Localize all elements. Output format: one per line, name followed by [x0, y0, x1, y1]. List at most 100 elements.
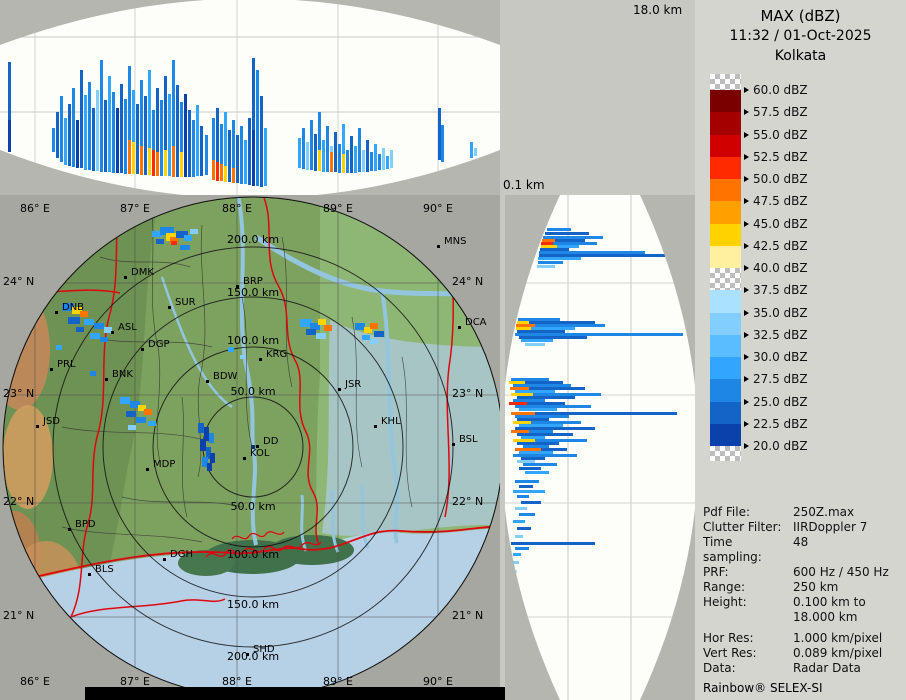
echo-bar: [184, 94, 187, 177]
legend-color-block: [710, 268, 741, 291]
echo-bar: [180, 152, 183, 177]
city-label: SHD: [253, 644, 275, 655]
map-echoes: [0, 195, 500, 700]
echo-bar: [100, 60, 103, 172]
product-title: MAX (dBZ): [760, 7, 841, 25]
echo-cell: [160, 227, 174, 235]
echo-cell: [90, 371, 96, 376]
city-label: MDP: [153, 459, 176, 470]
city-label: DCA: [465, 317, 487, 328]
echo-cell: [104, 327, 112, 333]
echo-bar: [224, 166, 227, 182]
echo-cell: [240, 355, 245, 359]
echo-bar: [342, 124, 345, 154]
echo-bar: [510, 387, 529, 390]
echo-cell: [374, 331, 384, 337]
echo-bar: [386, 156, 389, 169]
top-panel-gridlines: [0, 0, 500, 195]
echo-bar: [541, 448, 567, 451]
legend-color-block: [710, 90, 741, 113]
echo-bar: [362, 150, 365, 172]
echo-cell: [144, 409, 152, 415]
echo-cell: [148, 421, 156, 426]
city-label: DNB: [62, 302, 85, 313]
legend-tick-label: 27.5 dBZ: [744, 371, 808, 387]
legend-tick-arrow-icon: [744, 87, 749, 93]
echo-cell: [68, 317, 80, 324]
software-name: Rainbow® SELEX-SI: [703, 681, 823, 695]
echo-bar: [525, 381, 563, 384]
echo-cell: [184, 235, 192, 241]
echo-bar: [517, 495, 529, 498]
echo-bar: [515, 427, 595, 430]
echo-cell: [316, 333, 326, 339]
metadata-row: Pdf File: 250Z.max: [703, 505, 901, 520]
echo-cell: [56, 345, 62, 350]
city-marker: [168, 306, 171, 309]
legend-tick-text: 47.5 dBZ: [753, 194, 808, 209]
metadata-value: 250 km: [793, 580, 839, 594]
lon-label: 90° E: [423, 202, 453, 215]
echo-cell: [176, 231, 188, 238]
station-name: Kolkata: [774, 48, 827, 64]
legend-color-block: [710, 312, 741, 335]
city-label: PRL: [57, 359, 76, 370]
echo-bar: [509, 381, 525, 384]
vertical-projection-ns-panel: [505, 195, 695, 700]
echo-bar: [156, 88, 159, 152]
legend-tick-arrow-icon: [744, 331, 749, 338]
map-bottom-bar: [85, 687, 505, 700]
radar-site-marker: [251, 445, 255, 449]
top-panel-echoes: [0, 0, 500, 195]
legend-color-block: [710, 156, 741, 179]
echo-bar: [120, 84, 123, 173]
legend-color-block: [710, 112, 741, 135]
echo-bar: [232, 120, 235, 168]
echo-bar: [513, 454, 577, 457]
legend-color-block: [710, 245, 741, 268]
legend-tick-arrow-icon: [744, 109, 749, 116]
echo-bar: [350, 136, 353, 173]
echo-bar: [180, 102, 183, 152]
echo-bar: [519, 336, 587, 339]
district-boundaries: [61, 197, 413, 543]
city-label: BSL: [459, 434, 478, 445]
echo-bar: [148, 70, 151, 148]
echo-bar: [513, 553, 521, 556]
echo-cell: [198, 423, 204, 433]
metadata-label: [703, 610, 793, 625]
echo-cell: [72, 307, 82, 314]
echo-bar: [521, 457, 545, 460]
legend-tick-arrow-icon: [744, 287, 749, 294]
echo-bar: [342, 154, 345, 173]
city-marker: [105, 378, 108, 381]
echo-cell: [306, 329, 316, 335]
echo-bar: [92, 108, 95, 171]
city-label: KOL: [250, 448, 270, 459]
echo-bar: [104, 100, 107, 172]
range-ring-label: 200.0 km: [226, 233, 280, 246]
echo-cell: [130, 401, 140, 408]
echo-bar: [306, 142, 309, 170]
echo-bar: [515, 405, 591, 408]
echo-bar: [52, 128, 55, 152]
lat-label: 21° N: [452, 609, 484, 622]
height-max-label: 18.0 km: [633, 3, 683, 17]
range-ring-label: 150.0 km: [226, 598, 280, 611]
legend-tick-label: 22.5 dBZ: [744, 416, 808, 432]
echo-cell: [136, 417, 146, 423]
lat-label: 22° N: [452, 495, 484, 508]
echo-bar: [56, 112, 59, 158]
echo-bar: [220, 164, 223, 181]
echo-bar: [128, 140, 131, 174]
echo-bar: [538, 257, 581, 260]
metadata-row: Vert Res: 0.089 km/pixel: [703, 646, 901, 661]
echo-bar: [132, 90, 135, 142]
city-label: KHL: [381, 416, 401, 427]
echo-bar: [517, 433, 573, 436]
city-marker: [374, 425, 377, 428]
legend-tick-text: 32.5 dBZ: [753, 327, 808, 342]
echo-bar: [470, 142, 473, 158]
echo-bar: [540, 248, 569, 251]
city-marker: [88, 573, 91, 576]
